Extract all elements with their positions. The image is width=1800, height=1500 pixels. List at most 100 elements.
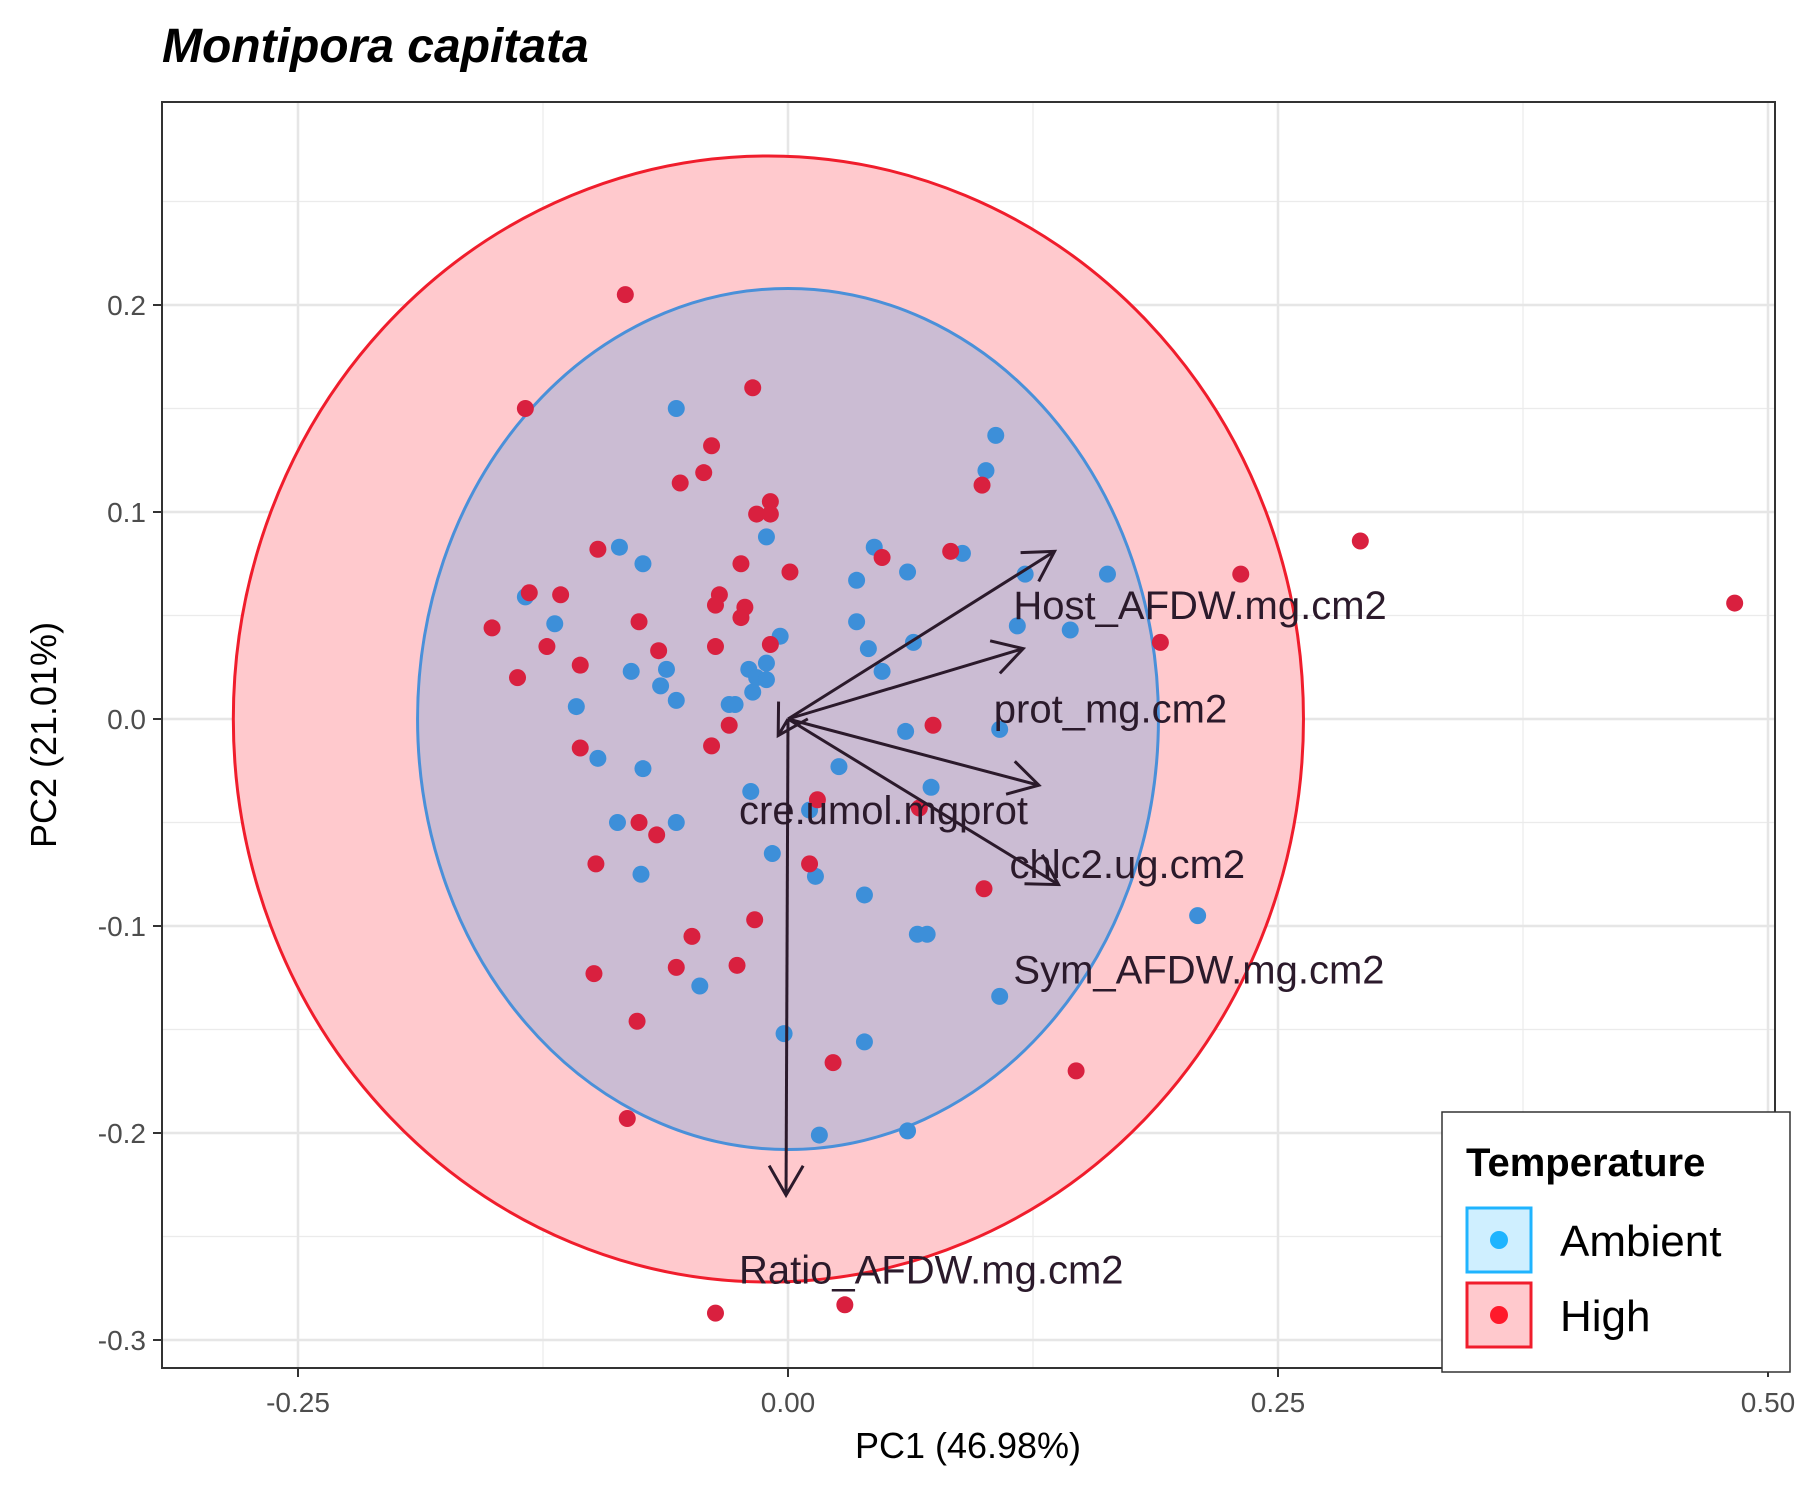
arrow-head xyxy=(989,639,1027,675)
arrow-head xyxy=(1024,854,1062,887)
point-high xyxy=(1151,633,1169,651)
x-tick-label: 0.25 xyxy=(1251,1387,1306,1418)
point-high xyxy=(720,716,738,734)
point-ambient xyxy=(667,400,685,417)
arrow-shaft xyxy=(784,718,790,1196)
point-high xyxy=(483,619,501,637)
point-high xyxy=(630,814,648,831)
point-ambient xyxy=(589,749,607,767)
point-ambient xyxy=(742,782,760,800)
arrow-head xyxy=(1020,549,1058,583)
y-tick-label: -0.3 xyxy=(98,1325,146,1356)
point-ambient xyxy=(608,814,626,831)
point-high xyxy=(616,286,634,304)
point-ambient xyxy=(899,563,917,581)
arrow-shaft xyxy=(787,550,1056,721)
arrow-shaft xyxy=(787,647,1024,721)
point-ambient xyxy=(610,538,628,556)
point-high xyxy=(520,584,538,602)
point-high xyxy=(650,642,668,660)
legend-dot-high xyxy=(1490,1306,1508,1324)
point-high xyxy=(516,400,534,417)
point-high xyxy=(836,1296,854,1314)
x-tick-label: 0.00 xyxy=(761,1387,816,1418)
point-high xyxy=(808,791,826,809)
point-high xyxy=(571,656,589,674)
x-tick-label: -0.25 xyxy=(266,1387,330,1418)
point-ambient xyxy=(1008,617,1026,635)
x-tick-label: 0.50 xyxy=(1741,1387,1796,1418)
point-high xyxy=(975,880,993,898)
y-tick-label: 0.2 xyxy=(107,290,146,321)
point-ambient xyxy=(691,977,709,995)
chart-title: Montipora capitata xyxy=(162,20,589,73)
point-high xyxy=(695,464,713,482)
point-high xyxy=(924,716,942,734)
x-axis-ticks: -0.25 0.00 0.25 0.50 xyxy=(266,1368,1795,1418)
arrow-head xyxy=(1005,760,1042,796)
point-high xyxy=(706,638,724,656)
point-high xyxy=(703,437,721,455)
point-ambient xyxy=(873,662,891,680)
point-ambient xyxy=(757,528,775,546)
point-ambient xyxy=(757,671,775,689)
loading-label-2: cre.umol.mgprot xyxy=(739,789,1028,833)
point-ambient xyxy=(922,778,940,796)
legend: Temperature Ambient High xyxy=(1441,1111,1791,1373)
point-high xyxy=(873,549,891,567)
point-high xyxy=(748,505,766,523)
loading-arrow-4 xyxy=(787,717,1062,887)
point-ambient xyxy=(918,925,936,943)
point-high xyxy=(732,555,750,573)
point-ambient xyxy=(634,555,652,573)
point-ambient xyxy=(1016,565,1034,583)
point-high xyxy=(587,855,605,873)
point-high xyxy=(589,540,607,558)
point-high xyxy=(618,1110,636,1128)
legend-title: Temperature xyxy=(1466,1141,1705,1185)
point-high xyxy=(746,911,764,929)
loading-labels: Host_AFDW.mg.cm2 prot_mg.cm2 cre.umol.mgpr… xyxy=(739,584,1387,1292)
point-ambient xyxy=(652,677,670,695)
loading-arrows xyxy=(767,549,1062,1199)
point-high xyxy=(824,1054,842,1072)
point-high xyxy=(509,669,527,687)
point-ambient xyxy=(1061,621,1079,639)
score-points xyxy=(483,286,1744,1322)
loading-label-3: chlc2.ug.cm2 xyxy=(1009,843,1245,887)
point-ambient xyxy=(855,1033,873,1051)
point-ambient xyxy=(775,1025,793,1043)
point-ambient xyxy=(622,662,640,680)
point-high xyxy=(801,855,819,873)
loading-arrow-0 xyxy=(787,549,1058,721)
point-high xyxy=(761,635,779,653)
y-axis-ticks: 0.2 0.1 0.0 -0.1 -0.2 -0.3 xyxy=(98,290,162,1356)
legend-label-ambient: Ambient xyxy=(1560,1217,1721,1266)
point-high xyxy=(571,739,589,757)
point-high xyxy=(706,596,724,614)
point-high xyxy=(538,638,556,656)
point-high xyxy=(1351,532,1369,550)
point-ambient xyxy=(757,654,775,672)
y-tick-label: 0.1 xyxy=(107,497,146,528)
point-high xyxy=(761,505,779,523)
arrow-head xyxy=(767,1164,805,1199)
point-ambient xyxy=(667,691,685,709)
loading-arrow-1 xyxy=(787,639,1027,721)
point-high xyxy=(973,476,991,494)
loading-label-4: Sym_AFDW.mg.cm2 xyxy=(1013,948,1384,992)
point-ambient xyxy=(1189,907,1207,925)
loading-label-5: Ratio_AFDW.mg.cm2 xyxy=(739,1249,1124,1293)
point-high xyxy=(630,613,648,631)
point-ambient xyxy=(1098,565,1116,583)
point-high xyxy=(781,563,799,581)
point-high xyxy=(667,958,685,976)
point-ambient xyxy=(991,987,1009,1005)
point-ambient xyxy=(897,722,915,740)
y-tick-label: 0.0 xyxy=(107,704,146,735)
point-ambient xyxy=(726,696,744,714)
loading-arrow-5 xyxy=(767,718,805,1199)
point-ambient xyxy=(855,886,873,904)
y-tick-label: -0.2 xyxy=(98,1118,146,1149)
